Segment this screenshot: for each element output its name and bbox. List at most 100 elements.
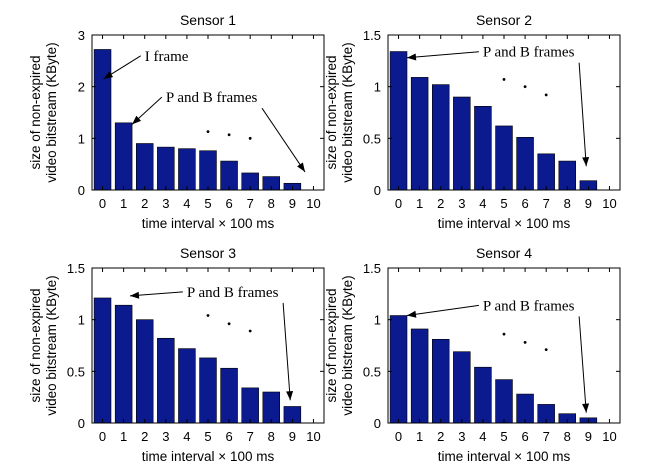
x-tick-label: 6 xyxy=(225,429,232,444)
x-tick-label: 4 xyxy=(183,429,190,444)
x-tick-label: 10 xyxy=(306,429,320,444)
chart-title: Sensor 3 xyxy=(180,245,236,261)
chart-title: Sensor 1 xyxy=(180,12,236,28)
x-tick-label: 9 xyxy=(585,196,592,211)
y-tick-label: 2 xyxy=(78,80,85,95)
x-tick-label: 2 xyxy=(141,429,148,444)
x-tick-label: 1 xyxy=(120,429,127,444)
chart-title: Sensor 4 xyxy=(476,245,532,261)
x-tick-label: 4 xyxy=(479,429,486,444)
x-tick-label: 9 xyxy=(289,429,296,444)
y-axis-label-line: size of non-expired xyxy=(28,55,43,169)
annotation-arrow-head xyxy=(406,53,417,61)
x-tick-label: 8 xyxy=(268,429,275,444)
x-tick-label: 8 xyxy=(268,196,275,211)
y-axis-label-line: video bitstream (KByte) xyxy=(340,275,355,415)
x-axis-label: time interval × 100 ms xyxy=(142,216,275,231)
x-tick-label: 6 xyxy=(225,196,232,211)
bar-7 xyxy=(537,153,555,191)
x-tick-label: 4 xyxy=(183,196,190,211)
x-tick-label: 0 xyxy=(395,429,402,444)
x-tick-label: 3 xyxy=(162,196,169,211)
bar-0 xyxy=(389,315,408,424)
bar-1 xyxy=(114,304,133,424)
y-tick-label: 0.5 xyxy=(67,364,85,379)
x-tick-label: 6 xyxy=(521,196,528,211)
y-tick-label: 0 xyxy=(78,183,85,198)
x-tick-label: 7 xyxy=(543,196,550,211)
bar-3 xyxy=(453,96,471,191)
annotation-arrow-2-head xyxy=(297,162,306,172)
bar-0 xyxy=(93,49,112,191)
y-tick-label: 3 xyxy=(78,28,85,43)
ellipsis-dot xyxy=(227,133,231,137)
bar-8 xyxy=(262,391,281,424)
ellipsis-dot xyxy=(523,85,527,89)
bar-5 xyxy=(199,357,217,424)
x-tick-label: 1 xyxy=(120,196,127,211)
bar-0 xyxy=(93,297,112,424)
y-axis-label-line: size of non-expired xyxy=(324,288,339,402)
annotation-arrow-2-line xyxy=(282,302,291,401)
x-tick-label: 5 xyxy=(500,429,507,444)
bar-3 xyxy=(157,337,175,424)
annotation-arrow-head xyxy=(129,291,140,299)
bar-4 xyxy=(178,148,196,191)
x-tick-label: 2 xyxy=(437,429,444,444)
bar-8 xyxy=(558,160,577,191)
annotation-arrow-line xyxy=(406,304,479,317)
x-tick-label: 4 xyxy=(479,196,486,211)
bar-2 xyxy=(431,338,450,424)
y-axis-label-line: size of non-expired xyxy=(324,55,339,169)
bar-6 xyxy=(220,367,238,424)
ellipsis-dot xyxy=(227,322,231,326)
annotation-arrow-2-line xyxy=(261,107,306,173)
x-tick-label: 9 xyxy=(289,196,296,211)
y-tick-label: 1 xyxy=(78,313,85,328)
ellipsis-dot xyxy=(206,130,210,134)
x-tick-label: 7 xyxy=(247,196,254,211)
x-tick-label: 6 xyxy=(521,429,528,444)
x-tick-label: 5 xyxy=(204,196,211,211)
x-tick-label: 5 xyxy=(204,429,211,444)
y-tick-label: 0 xyxy=(374,416,381,431)
x-tick-label: 10 xyxy=(602,196,616,211)
bar-4 xyxy=(474,366,492,424)
bar-5 xyxy=(495,125,513,191)
annotation-arrow-2-head xyxy=(582,403,590,413)
bar-6 xyxy=(516,393,534,424)
bar-6 xyxy=(516,137,534,191)
y-axis-label-line: video bitstream (KByte) xyxy=(44,42,59,182)
ellipsis-dot xyxy=(523,341,527,344)
bar-7 xyxy=(241,387,259,424)
x-tick-label: 7 xyxy=(247,429,254,444)
annotation-arrow-2-head xyxy=(286,391,294,401)
y-tick-label: 1.5 xyxy=(363,28,381,43)
y-tick-label: 1 xyxy=(374,313,381,328)
annotation-text: I frame xyxy=(145,49,189,65)
bar-1 xyxy=(410,77,429,191)
y-tick-label: 0.5 xyxy=(363,131,381,146)
x-tick-label: 0 xyxy=(99,196,106,211)
x-tick-label: 3 xyxy=(458,429,465,444)
annotation-arrow-head xyxy=(103,71,114,79)
bar-2 xyxy=(431,84,450,191)
bar-5 xyxy=(495,379,513,424)
bar-1 xyxy=(114,122,133,191)
y-tick-label: 1.5 xyxy=(363,261,381,276)
y-axis-label: size of non-expiredvideo bitstream (KByt… xyxy=(324,42,355,182)
bar-2 xyxy=(135,143,154,191)
ellipsis-dot xyxy=(544,93,548,97)
x-tick-label: 3 xyxy=(458,196,465,211)
x-tick-label: 0 xyxy=(395,196,402,211)
ellipsis-dot xyxy=(502,332,506,336)
bar-5 xyxy=(199,150,217,191)
annotation-arrow-line xyxy=(406,51,479,59)
bar-0 xyxy=(389,51,408,191)
ellipsis-dot xyxy=(502,78,506,81)
x-tick-label: 0 xyxy=(99,429,106,444)
annotation-text: P and B frames xyxy=(483,45,575,61)
